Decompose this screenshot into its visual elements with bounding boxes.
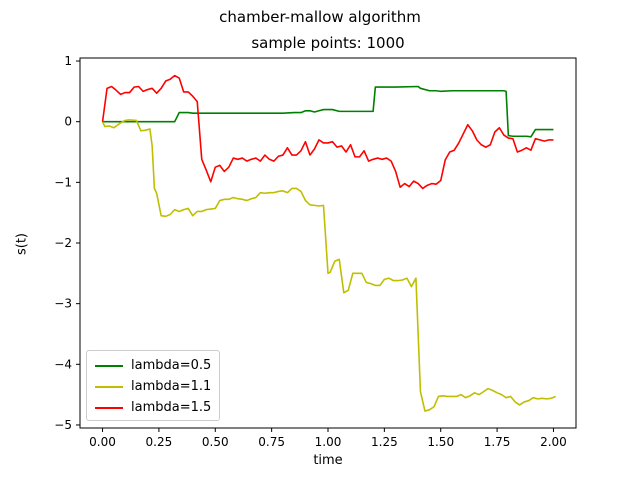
legend-label: lambda=1.1 [131,379,212,394]
chart-title: chamber-mallow algorithm [219,8,421,26]
legend-label: lambda=0.5 [131,358,212,373]
legend-item-lambda-1-1: lambda=1.1 [95,376,211,397]
y-tick-label: 0 [64,115,72,129]
series-line-lambda-1-1 [101,119,557,412]
x-tick-label: 0.50 [202,435,229,449]
legend-label: lambda=1.5 [131,400,212,415]
x-axis: 0.00 0.25 0.50 0.75 1.00 1.25 1.50 1.75 2.00 [89,428,567,449]
y-axis: 1 0 −1 −2 −3 −4 −5 [54,54,80,432]
x-tick-label: 2.00 [540,435,567,449]
chart-subtitle: sample points: 1000 [251,34,405,52]
y-tick-label: −2 [54,236,72,250]
x-tick-label: 1.50 [427,435,454,449]
legend-item-lambda-0-5: lambda=0.5 [95,355,211,376]
y-tick-label: −1 [54,175,72,189]
y-axis-label: s(t) [14,232,30,256]
y-tick-label: −4 [54,357,72,371]
y-tick-label: 1 [64,54,72,68]
x-tick-label: 0.25 [146,435,173,449]
x-tick-label: 1.00 [315,435,342,449]
series-line-lambda-1-5 [101,74,554,190]
x-tick-label: 1.75 [484,435,511,449]
x-tick-label: 1.25 [371,435,398,449]
series-layer [101,74,557,412]
y-tick-label: −3 [54,297,72,311]
legend: lambda=0.5 lambda=1.1 lambda=1.5 [86,350,221,421]
legend-swatch-lambda-1-1 [95,385,123,388]
series-line-lambda-0-5 [102,85,554,138]
legend-item-lambda-1-5: lambda=1.5 [95,397,211,418]
x-tick-label: 0.00 [89,435,116,449]
x-tick-label: 0.75 [258,435,285,449]
legend-swatch-lambda-1-5 [95,406,123,409]
x-axis-label: time [313,453,343,468]
legend-swatch-lambda-0-5 [95,364,123,367]
y-tick-label: −5 [54,418,72,432]
